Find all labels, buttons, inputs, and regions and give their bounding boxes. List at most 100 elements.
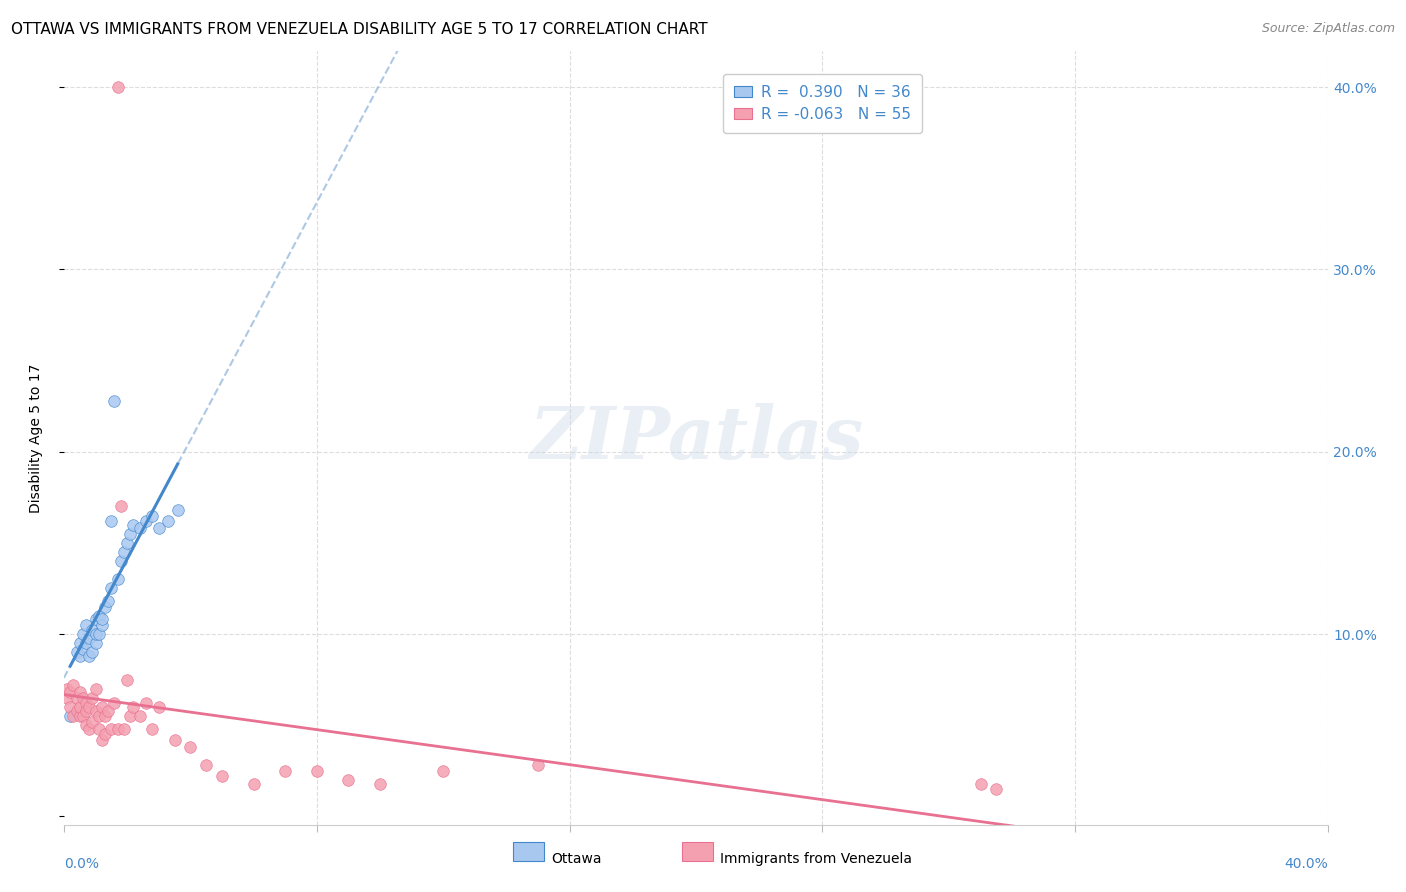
Point [87, 608, 110, 623]
Point [59, 700, 82, 714]
Point [128, 709, 150, 723]
Point [94, 709, 117, 723]
Text: ZIPatlas: ZIPatlas [529, 402, 863, 474]
Text: Source: ZipAtlas.com: Source: ZipAtlas.com [1261, 22, 1395, 36]
Point [163, 732, 186, 747]
Point [82, 624, 104, 638]
Point [77, 648, 100, 663]
Point [135, 514, 157, 528]
Point [100, 722, 122, 736]
Point [82, 690, 104, 705]
Point [87, 709, 110, 723]
Point [90, 732, 112, 747]
Point [107, 722, 129, 736]
Point [65, 645, 87, 659]
Point [141, 508, 163, 523]
Point [120, 709, 142, 723]
Point [69, 636, 91, 650]
Y-axis label: Disability Age 5 to 17: Disability Age 5 to 17 [30, 363, 44, 513]
Point [72, 641, 94, 656]
Text: Ottawa: Ottawa [551, 852, 602, 866]
Point [115, 536, 138, 550]
Point [122, 517, 145, 532]
Point [115, 673, 138, 687]
Point [62, 678, 84, 692]
Point [274, 764, 297, 778]
Point [97, 594, 120, 608]
Point [969, 776, 991, 790]
Point [77, 722, 100, 736]
Point [527, 758, 550, 772]
Point [368, 776, 391, 790]
Point [87, 722, 110, 736]
Point [148, 521, 170, 535]
Point [120, 526, 142, 541]
Point [90, 700, 112, 714]
Point [84, 636, 107, 650]
Point [84, 681, 107, 696]
Point [179, 740, 201, 755]
Point [72, 690, 94, 705]
Point [75, 696, 97, 710]
Point [69, 685, 91, 699]
Point [75, 618, 97, 632]
Point [110, 500, 132, 514]
Point [97, 704, 120, 718]
Point [65, 690, 87, 705]
Point [82, 714, 104, 729]
Point [107, 80, 129, 95]
Point [77, 700, 100, 714]
Point [195, 758, 218, 772]
Point [141, 722, 163, 736]
Point [90, 618, 112, 632]
Point [59, 709, 82, 723]
Point [337, 772, 360, 787]
Point [87, 627, 110, 641]
Point [112, 722, 135, 736]
Point [432, 764, 454, 778]
Point [75, 636, 97, 650]
Point [110, 554, 132, 568]
Point [56, 690, 79, 705]
Point [84, 627, 107, 641]
Point [135, 696, 157, 710]
Point [75, 718, 97, 732]
Point [84, 704, 107, 718]
Point [94, 599, 117, 614]
Legend: R =  0.390   N = 36, R = -0.063   N = 55: R = 0.390 N = 36, R = -0.063 N = 55 [723, 74, 922, 133]
Point [69, 648, 91, 663]
Point [77, 631, 100, 645]
Point [62, 709, 84, 723]
Point [69, 709, 91, 723]
Point [112, 545, 135, 559]
Point [59, 685, 82, 699]
Point [103, 696, 125, 710]
Point [90, 612, 112, 626]
Point [82, 645, 104, 659]
Point [75, 704, 97, 718]
Point [103, 393, 125, 408]
Point [94, 727, 117, 741]
Point [157, 514, 180, 528]
Point [128, 521, 150, 535]
Point [56, 681, 79, 696]
Point [166, 503, 188, 517]
Point [72, 709, 94, 723]
Point [100, 582, 122, 596]
Text: OTTAWA VS IMMIGRANTS FROM VENEZUELA DISABILITY AGE 5 TO 17 CORRELATION CHART: OTTAWA VS IMMIGRANTS FROM VENEZUELA DISA… [11, 22, 707, 37]
Text: 0.0%: 0.0% [63, 856, 98, 871]
Point [72, 627, 94, 641]
Point [69, 700, 91, 714]
Point [122, 700, 145, 714]
Point [100, 514, 122, 528]
Point [986, 782, 1008, 797]
Point [305, 764, 328, 778]
Point [148, 700, 170, 714]
Point [65, 704, 87, 718]
Point [107, 572, 129, 586]
Point [242, 776, 264, 790]
Text: Immigrants from Venezuela: Immigrants from Venezuela [720, 852, 912, 866]
Point [84, 612, 107, 626]
Point [211, 769, 233, 783]
Text: 40.0%: 40.0% [1285, 856, 1329, 871]
